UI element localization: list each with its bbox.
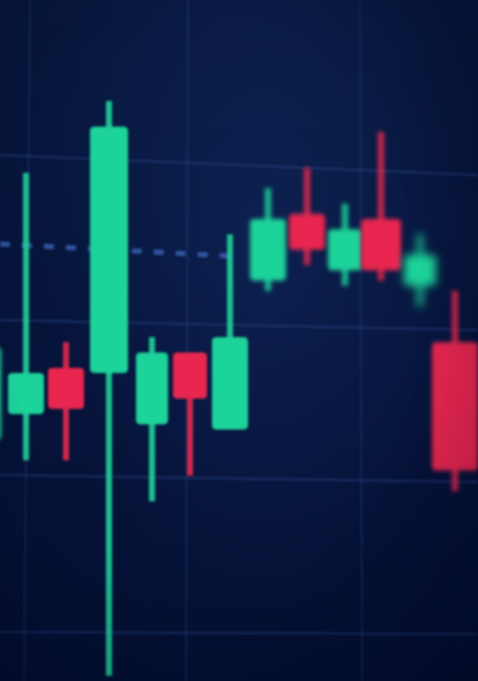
candle-body <box>8 373 44 415</box>
candle-bullish <box>136 337 168 502</box>
candle-body <box>90 126 128 373</box>
candle-wick <box>227 234 233 430</box>
grid-line-horizontal <box>0 319 478 331</box>
grid-line-vertical <box>359 0 363 681</box>
candle-wick <box>23 172 29 461</box>
candle-bearish <box>173 352 207 476</box>
candle-body <box>404 254 436 286</box>
candle-body <box>432 342 478 471</box>
grid-line-vertical <box>185 0 189 681</box>
candles <box>0 100 478 676</box>
candle-body <box>136 352 168 425</box>
candle-bearish <box>361 131 401 281</box>
candle-bullish <box>328 203 362 286</box>
candle-body <box>250 219 286 281</box>
candle-body <box>173 352 207 399</box>
candle-bearish <box>289 167 325 266</box>
candle-bullish <box>250 188 286 291</box>
grid-line-horizontal <box>0 154 478 176</box>
candle-wick <box>106 100 112 676</box>
candle-bearish <box>432 290 478 492</box>
candle-bullish <box>8 172 44 461</box>
candle-body <box>212 337 248 430</box>
candle-bearish <box>48 342 84 461</box>
candle-bullish <box>0 348 1 439</box>
candle-wick <box>187 352 193 476</box>
candle-bullish <box>404 234 436 307</box>
candle-body <box>0 348 1 439</box>
candle-body <box>48 367 84 409</box>
grid-line-horizontal <box>0 474 478 483</box>
candle-body <box>361 219 401 271</box>
candle-bullish <box>90 100 128 676</box>
candle-body <box>328 229 362 271</box>
grid-line-horizontal <box>0 631 478 635</box>
candle-bullish <box>212 234 248 430</box>
candle-wick <box>378 131 384 281</box>
candle-body <box>289 213 325 250</box>
